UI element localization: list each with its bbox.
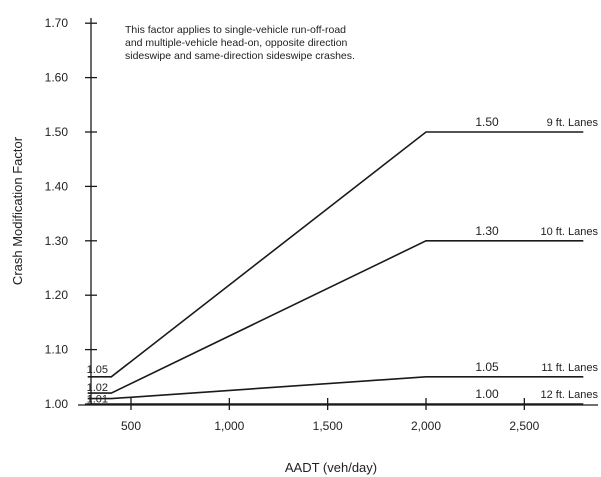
x-tick-label: 500 [121,419,141,433]
series-line [87,240,584,394]
series-name-label: 10 ft. Lanes [541,226,599,238]
series-end-value: 1.30 [475,224,499,238]
y-tick-label: 1.10 [45,343,69,357]
x-tick-label: 2,500 [509,419,539,433]
y-tick-label: 1.30 [45,234,69,248]
x-axis-title: AADT (veh/day) [285,460,377,475]
series-name-label: 11 ft. Lanes [541,362,598,374]
axes [78,18,598,406]
y-ticks: 1.00 1.10 1.20 1.30 1.40 1.50 1.60 1.70 [45,16,97,411]
y-tick-label: 1.40 [45,179,69,193]
series-line [87,131,584,378]
annotation-note: This factor applies to single-vehicle ru… [125,24,355,62]
series-lines [87,131,584,405]
series-name-label: 9 ft. Lanes [547,117,599,129]
x-tick-label: 2,000 [411,419,441,433]
y-tick-label: 1.20 [45,288,69,302]
annotation-line: This factor applies to single-vehicle ru… [125,24,346,36]
series-end-value: 1.50 [475,115,499,129]
annotation-line: sideswipe and same-direction sideswipe c… [125,50,355,62]
y-tick-label: 1.70 [45,16,69,30]
series-end-value: 1.00 [475,387,499,401]
x-tick-label: 1,000 [214,419,244,433]
x-tick-label: 1,500 [313,419,343,433]
series-start-value: 1.01 [87,394,108,406]
series-start-value: 1.05 [87,364,108,376]
series-start-value: 1.02 [87,382,108,394]
y-tick-label: 1.00 [45,397,69,411]
y-axis-title: Crash Modification Factor [10,136,25,285]
y-tick-label: 1.50 [45,125,69,139]
x-ticks: 500 1,000 1,500 2,000 2,500 [121,398,540,433]
y-tick-label: 1.60 [45,71,69,85]
series-line [87,375,584,400]
series-name-label: 12 ft. Lanes [541,389,599,401]
annotation-line: and multiple-vehicle head-on, opposite d… [125,37,348,49]
series-end-value: 1.05 [475,360,499,374]
